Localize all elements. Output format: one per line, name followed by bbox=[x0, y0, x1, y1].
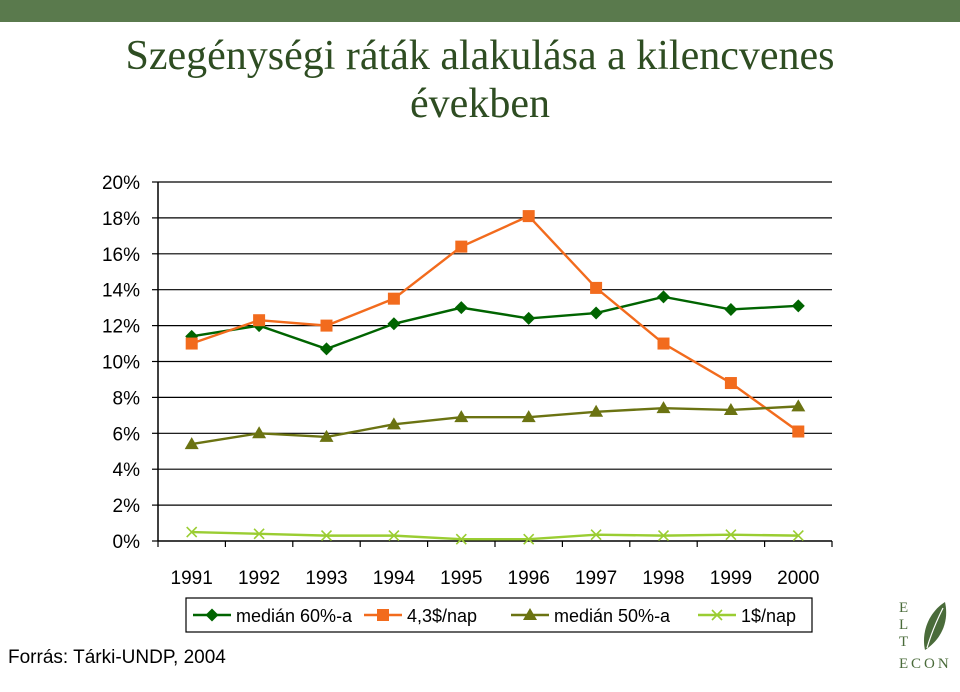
data-point-s1-1996 bbox=[522, 210, 535, 223]
data-point-s1-1992 bbox=[253, 314, 266, 327]
data-point-s1-2000 bbox=[792, 425, 805, 438]
y-tick-label-10: 20% bbox=[102, 173, 140, 194]
data-point-s0-1997 bbox=[589, 306, 603, 320]
series-line-0 bbox=[191, 295, 799, 351]
slide-title: Szegénységi ráták alakulása a kilencvene… bbox=[0, 32, 960, 128]
x-tick-label-1991: 1991 bbox=[171, 568, 213, 589]
data-point-s1-1994 bbox=[387, 292, 400, 305]
data-point-s0-1995 bbox=[454, 301, 468, 315]
x-tick-label-1998: 1998 bbox=[642, 568, 684, 589]
logo-letter-e2: E bbox=[899, 656, 908, 672]
logo-letter-t: T bbox=[899, 634, 908, 650]
logo-letters-con: CON bbox=[911, 656, 952, 672]
data-point-s3-1997 bbox=[590, 529, 602, 541]
data-point-s2-1996 bbox=[521, 410, 536, 423]
data-point-s2-1999 bbox=[723, 402, 738, 415]
x-tick-label-1994: 1994 bbox=[373, 568, 416, 589]
data-point-s3-2000 bbox=[792, 530, 804, 542]
logo-letter-l: L bbox=[899, 617, 908, 633]
data-point-s1-1993 bbox=[320, 319, 333, 332]
title-line-1: Szegénységi ráták alakulása a kilencvene… bbox=[125, 33, 835, 79]
legend-marker-1 bbox=[377, 609, 389, 621]
x-tick-label-1993: 1993 bbox=[305, 568, 347, 589]
y-tick-label-5: 10% bbox=[102, 353, 140, 374]
series-line-3 bbox=[191, 530, 799, 541]
data-point-s3-1999 bbox=[725, 529, 737, 541]
data-point-s3-1994 bbox=[388, 530, 400, 542]
leaf-vein-icon bbox=[926, 607, 944, 649]
x-tick-label-1999: 1999 bbox=[710, 568, 752, 589]
data-point-s0-1999 bbox=[724, 302, 738, 316]
y-tick-label-7: 14% bbox=[102, 281, 140, 302]
data-point-s0-1998 bbox=[657, 290, 670, 304]
y-tick-label-8: 16% bbox=[102, 245, 140, 266]
y-tick-label-0: 0% bbox=[113, 532, 141, 553]
legend-label-2: medián 50%-a bbox=[554, 606, 671, 626]
data-point-s2-1995 bbox=[454, 410, 469, 423]
elte-econ-logo: E L T E CON bbox=[899, 600, 952, 672]
data-point-s3-1996 bbox=[523, 533, 535, 545]
data-point-s2-2000 bbox=[791, 399, 806, 412]
y-tick-label-9: 18% bbox=[102, 209, 140, 230]
source-note: Forrás: Tárki-UNDP, 2004 bbox=[8, 647, 226, 668]
data-point-s1-1999 bbox=[724, 377, 737, 390]
data-point-s2-1998 bbox=[656, 401, 671, 414]
data-point-s2-1991 bbox=[184, 437, 199, 450]
y-tick-label-6: 12% bbox=[102, 317, 140, 338]
y-tick-label-2: 4% bbox=[113, 460, 141, 481]
legend-marker-2 bbox=[523, 608, 537, 620]
data-point-s1-1997 bbox=[590, 281, 603, 294]
x-tick-label-1996: 1996 bbox=[508, 568, 550, 589]
x-tick-label-2000: 2000 bbox=[777, 568, 819, 589]
logo-letter-e1: E bbox=[899, 600, 908, 616]
y-tick-label-3: 6% bbox=[113, 424, 141, 445]
legend-marker-3 bbox=[711, 609, 723, 621]
data-point-s1-1998 bbox=[657, 337, 670, 350]
data-point-s3-1992 bbox=[253, 528, 265, 540]
data-point-s3-1995 bbox=[455, 533, 467, 545]
top-bar bbox=[0, 0, 960, 22]
data-point-s2-1993 bbox=[319, 429, 334, 442]
data-point-s1-1991 bbox=[185, 337, 198, 350]
series-line-2 bbox=[191, 405, 799, 446]
y-tick-label-4: 8% bbox=[113, 388, 141, 409]
y-tick-label-1: 2% bbox=[113, 496, 141, 517]
data-point-s2-1994 bbox=[386, 417, 401, 430]
data-point-s3-1991 bbox=[186, 526, 198, 538]
x-tick-label-1995: 1995 bbox=[440, 568, 482, 589]
x-tick-label-1992: 1992 bbox=[238, 568, 280, 589]
legend-label-1: 4,3$/nap bbox=[407, 606, 477, 626]
legend-label-0: medián 60%-a bbox=[236, 606, 353, 626]
title-line-2: években bbox=[410, 81, 550, 127]
x-tick-label-1997: 1997 bbox=[575, 568, 617, 589]
series-line-1 bbox=[191, 214, 800, 433]
data-point-s1-1995 bbox=[455, 240, 468, 253]
data-point-s0-1996 bbox=[522, 311, 536, 325]
data-point-s0-1993 bbox=[320, 342, 333, 356]
data-point-s3-1998 bbox=[657, 530, 670, 542]
data-point-s3-1993 bbox=[320, 530, 333, 542]
legend-marker-0 bbox=[205, 608, 219, 622]
data-point-s2-1997 bbox=[589, 404, 604, 417]
data-point-s2-1992 bbox=[252, 426, 267, 439]
data-point-s0-1994 bbox=[387, 317, 401, 331]
data-point-s0-2000 bbox=[791, 299, 805, 313]
legend-label-3: 1$/nap bbox=[741, 606, 796, 626]
